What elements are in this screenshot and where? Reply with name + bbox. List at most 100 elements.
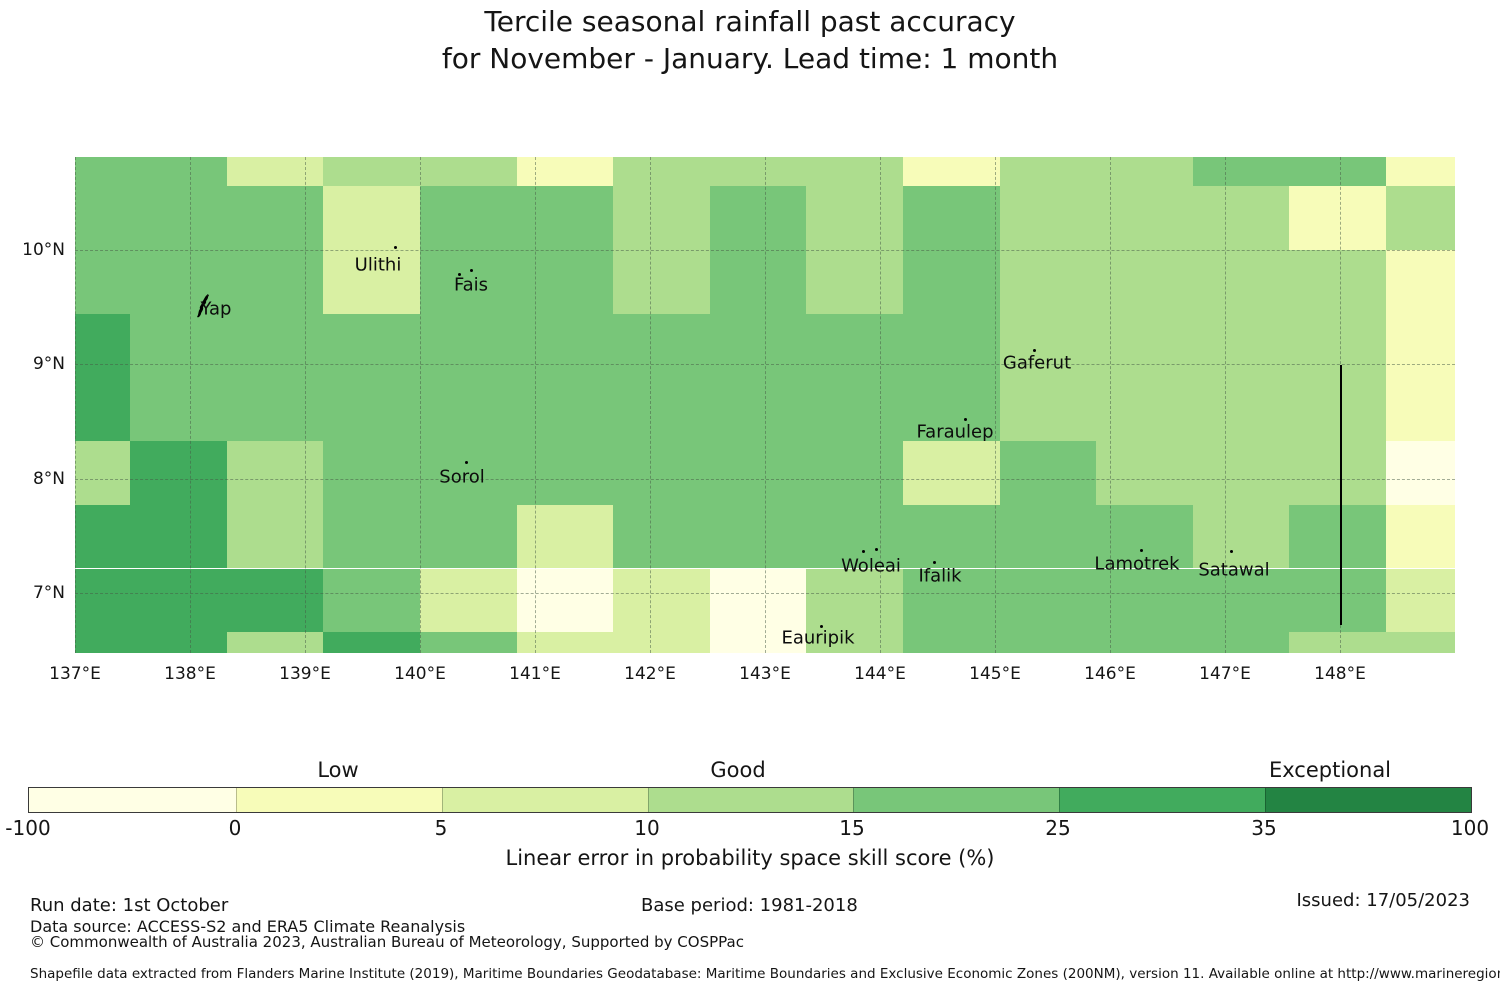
map-cell [806,568,903,633]
map-cell [516,568,614,633]
map-cell [420,186,517,250]
map-cell [1096,377,1193,442]
x-tick-label: 144°E [854,664,906,684]
map-cell [613,157,710,187]
gridline-horizontal [75,592,1455,594]
colorbar-tick-label: 15 [839,816,865,840]
map-cell [709,313,807,378]
island-dot [963,417,967,421]
map-cell [903,157,1000,187]
map-cell [999,313,1097,378]
island-label-sorol: Sorol [439,466,485,488]
map-cell [999,377,1097,442]
colorbar-segment [648,788,853,812]
map-cell [999,250,1097,314]
map-cell [420,441,517,505]
colorbar-tick-label: 0 [228,816,242,840]
map-cell [75,250,131,314]
map-cell [226,504,324,569]
page-title-line2: for November - January. Lead time: 1 mon… [441,42,1059,75]
map-cell [613,568,710,633]
map-cell [75,568,131,633]
map-cell [1192,313,1290,378]
map-cell [999,632,1097,653]
island-dot [1139,548,1143,552]
map-cell [516,250,614,314]
island-label-faraulep: Faraulep [916,421,994,443]
map-cell [903,504,1000,569]
map-cell [613,377,710,442]
colorbar-category-label: Good [710,758,766,782]
map-cell [75,157,131,187]
map-cell [613,441,710,505]
map-cell [323,250,420,314]
map-cell [1386,157,1455,187]
island-label-eauripik: Eauripik [781,627,855,649]
island-label-satawal: Satawal [1198,559,1270,581]
map-cell [1192,441,1290,505]
map-cell [1096,504,1193,569]
map-cell [323,377,420,442]
page-title-line1: Tercile seasonal rainfall past accuracy [484,5,1016,38]
map-cell [1386,377,1455,442]
colorbar-category-label: Exceptional [1268,758,1392,782]
gridline-vertical [1225,157,1226,653]
gridline-vertical [420,157,421,653]
gridline-vertical [75,157,76,653]
island-dot [819,624,823,628]
map-cell [130,632,227,653]
island-label-ulithi: Ulithi [354,254,402,276]
map-cell [130,568,227,633]
map-cell [1386,441,1455,505]
x-tick-label: 139°E [279,664,331,684]
map-cell [226,377,324,442]
y-tick-label: 7°N [32,582,65,603]
colorbar-category-label: Low [317,758,359,782]
island-dot [874,547,878,551]
island-dot [457,272,461,276]
colorbar-tick-label: 5 [434,816,448,840]
map-cell [323,313,420,378]
gridline-vertical [535,157,536,653]
map-cell [130,157,227,187]
map-cell [75,186,131,250]
x-tick-label: 140°E [394,664,446,684]
colorbar-tick-label: 25 [1045,816,1071,840]
map-cell [903,568,1000,633]
island-dot [932,560,936,564]
colorbar-segment [236,788,442,812]
colorbar-axis-label: Linear error in probability space skill … [505,846,995,870]
map-cell [806,186,903,250]
colorbar-tick-label: 10 [634,816,660,840]
map-cell [1192,377,1290,442]
map-cell [1289,504,1386,569]
map-cell [226,313,324,378]
map-cell [75,377,131,442]
map-cell [130,504,227,569]
map-cell [1096,186,1193,250]
map-cell [806,313,903,378]
map-cell [420,250,517,314]
map-cell [226,186,324,250]
map-cell [709,157,807,187]
y-tick-label: 8°N [32,468,65,489]
map-cell [516,632,614,653]
meridian-line-148e [1340,365,1342,625]
footer-shapefile: Shapefile data extracted from Flanders M… [30,966,1500,982]
map-cell [516,313,614,378]
gridline-horizontal [75,478,1455,480]
map-cell [1192,568,1290,633]
colorbar-tick-label: -100 [5,816,51,840]
map-cell [226,157,324,187]
island-dot [1229,549,1233,553]
x-tick-label: 138°E [164,664,216,684]
map-cell [1096,441,1193,505]
map-cell [420,157,517,187]
y-tick-label: 9°N [32,354,65,375]
map-cell [75,632,131,653]
x-tick-label: 141°E [509,664,561,684]
footer-issued: Issued: 17/05/2023 [1296,890,1470,911]
map-cell [999,568,1097,633]
map-cell [130,250,227,314]
map-cell [420,313,517,378]
